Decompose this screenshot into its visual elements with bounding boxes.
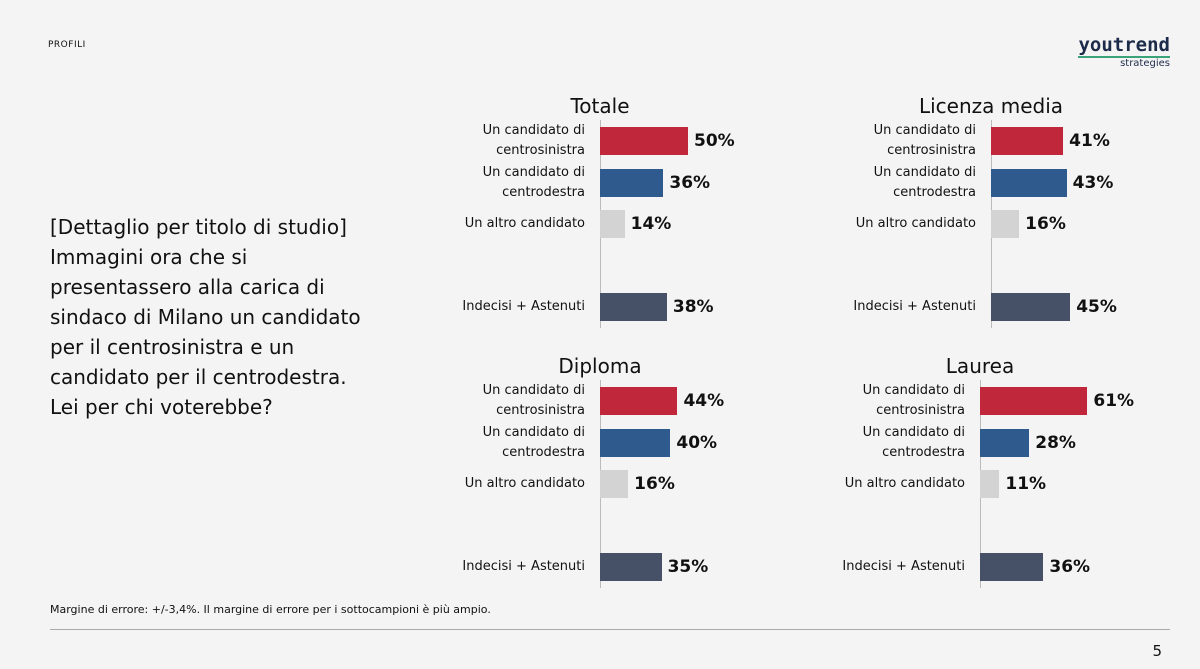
- bar: [991, 293, 1071, 321]
- value-label: 43%: [1072, 172, 1114, 193]
- category-label: Un candidato di centrodestra: [482, 424, 585, 460]
- value-label: 14%: [630, 214, 672, 234]
- bar: [600, 470, 629, 498]
- category-label: Un candidato di centrosinistra: [482, 123, 585, 158]
- bar: [991, 210, 1020, 238]
- bar: [600, 168, 664, 197]
- bar: [980, 470, 1000, 498]
- category-label: Un altro candidato: [855, 216, 976, 231]
- value-label: 16%: [1025, 214, 1066, 234]
- bar: [600, 387, 678, 415]
- value-label: 45%: [1076, 297, 1117, 317]
- value-label: 35%: [667, 557, 709, 577]
- bar: [980, 387, 1088, 415]
- category-label: Un candidato di centrodestra: [873, 164, 976, 200]
- value-label: 61%: [1093, 391, 1135, 411]
- category-label: Un candidato di centrosinistra: [482, 383, 585, 418]
- footnote: Margine di errore: +/-3,4%. Il margine d…: [50, 603, 491, 616]
- value-label: 40%: [676, 432, 718, 453]
- chart-title: Laurea: [945, 354, 1015, 378]
- value-label: 28%: [1035, 432, 1076, 453]
- category-label: Un altro candidato: [844, 476, 965, 491]
- question: [Dettaglio per titolo di studio] Immagin…: [50, 215, 361, 419]
- bar: [600, 293, 667, 321]
- category-label: Un candidato di centrosinistra: [862, 383, 965, 418]
- bar: [600, 553, 662, 581]
- bar: [980, 428, 1030, 457]
- category-label: Un candidato di centrodestra: [862, 424, 965, 460]
- value-label: 41%: [1069, 131, 1110, 151]
- bar: [980, 553, 1044, 581]
- chart-title: Licenza media: [918, 94, 1064, 118]
- logo-subtitle: strategies: [1120, 58, 1170, 69]
- category-label: Un candidato di centrodestra: [482, 164, 585, 200]
- footer-rule: [50, 629, 1170, 630]
- section-label: PROFILI: [48, 40, 86, 50]
- category-label: Un altro candidato: [464, 476, 585, 491]
- page-number: 5: [1152, 642, 1162, 660]
- value-label: 36%: [1049, 557, 1091, 577]
- category-label: Un altro candidato: [464, 216, 585, 231]
- category-label: Indecisi + Astenuti: [462, 559, 585, 574]
- category-label: Un candidato di centrosinistra: [873, 123, 976, 158]
- value-label: 16%: [634, 474, 675, 494]
- value-label: 50%: [694, 131, 735, 151]
- bar: [991, 127, 1064, 155]
- category-label: Indecisi + Astenuti: [462, 299, 585, 314]
- value-label: 11%: [1005, 474, 1047, 494]
- value-label: 38%: [672, 297, 714, 317]
- chart-title: Diploma: [558, 354, 642, 378]
- chart-title: Totale: [570, 94, 630, 118]
- logo: youtrend: [1078, 34, 1170, 58]
- category-label: Indecisi + Astenuti: [842, 559, 965, 574]
- value-label: 36%: [669, 172, 711, 193]
- bar: [600, 127, 688, 155]
- value-label: 44%: [683, 391, 725, 411]
- bar: [991, 168, 1067, 197]
- bar: [600, 428, 671, 457]
- bar: [600, 210, 625, 238]
- category-label: Indecisi + Astenuti: [853, 299, 976, 314]
